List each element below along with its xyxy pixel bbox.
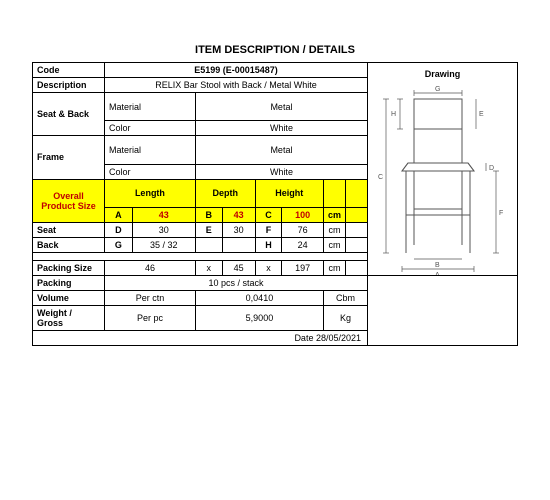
sb-mat-value: Metal — [195, 93, 367, 121]
unit-cm3: cm — [323, 238, 345, 253]
ps1: 46 — [105, 261, 196, 276]
dim-e-val: 30 — [222, 223, 255, 238]
dim-d: D — [105, 223, 133, 238]
perpc: Per pc — [105, 306, 196, 331]
spec-table: Code E5199 (E-00015487) Drawing — [32, 62, 518, 346]
dim-f-val: 76 — [282, 223, 324, 238]
fr-col-label: Color — [105, 164, 196, 179]
dim-h: H — [255, 238, 282, 253]
weight-value: 5,9000 — [195, 306, 323, 331]
ps2: 45 — [222, 261, 255, 276]
dim-b-val: 43 — [222, 208, 255, 223]
unit-blank — [323, 179, 345, 207]
x2: x — [255, 261, 282, 276]
volume-value: 0,0410 — [195, 291, 323, 306]
dim-g-val: 35 / 32 — [132, 238, 195, 253]
page-title: ITEM DESCRIPTION / DETAILS — [32, 44, 518, 56]
dim-b: B — [195, 208, 222, 223]
unit-cm: cm — [323, 208, 345, 223]
code-label: Code — [33, 63, 105, 78]
dim-e: E — [195, 223, 222, 238]
unit-cbm: Cbm — [323, 291, 367, 306]
dim-a-val: 43 — [132, 208, 195, 223]
svg-text:G: G — [435, 86, 440, 93]
svg-text:C: C — [378, 174, 383, 181]
sb-mat-label: Material — [105, 93, 196, 121]
sb-col-value: White — [195, 121, 367, 136]
seat-label: Seat — [33, 223, 105, 238]
svg-text:A: A — [435, 272, 440, 275]
fr-mat-value: Metal — [195, 136, 367, 164]
blank-row — [33, 253, 368, 261]
packing-label: Packing — [33, 276, 105, 291]
drawing-cell: Drawing — [368, 63, 518, 276]
packsize-label: Packing Size — [33, 261, 105, 276]
desc-value: RELIX Bar Stool with Back / Metal White — [105, 78, 368, 93]
dim-c-val: 100 — [282, 208, 324, 223]
volume-label: Volume — [33, 291, 105, 306]
unit-cm2: cm — [323, 223, 345, 238]
dim-d-val: 30 — [132, 223, 195, 238]
dim-a: A — [105, 208, 133, 223]
fr-col-value: White — [195, 164, 367, 179]
weight-label: Weight / Gross — [33, 306, 105, 331]
dim-f: F — [255, 223, 282, 238]
hei-header: Height — [255, 179, 323, 207]
dim-c: C — [255, 208, 282, 223]
back-label: Back — [33, 238, 105, 253]
perctn: Per ctn — [105, 291, 196, 306]
unit-blank2 — [346, 179, 368, 207]
svg-text:H: H — [391, 111, 396, 118]
unit-kg: Kg — [323, 306, 367, 331]
date-value: Date 28/05/2021 — [33, 331, 368, 346]
unit-cm4: cm — [323, 261, 345, 276]
len-header: Length — [105, 179, 196, 207]
ops-label: Overall Product Size — [33, 179, 105, 222]
svg-text:F: F — [499, 210, 503, 217]
svg-text:E: E — [479, 111, 484, 118]
svg-text:B: B — [435, 262, 440, 269]
stool-drawing: G H C E D — [378, 85, 508, 275]
desc-label: Description — [33, 78, 105, 93]
packing-value: 10 pcs / stack — [105, 276, 368, 291]
frame-label: Frame — [33, 136, 105, 179]
fr-mat-label: Material — [105, 136, 196, 164]
seatback-label: Seat & Back — [33, 93, 105, 136]
x1: x — [195, 261, 222, 276]
code-value: E5199 (E-00015487) — [105, 63, 368, 78]
dim-h-val: 24 — [282, 238, 324, 253]
dim-g: G — [105, 238, 133, 253]
ps3: 197 — [282, 261, 324, 276]
drawing-label: Drawing — [368, 63, 517, 79]
sb-col-label: Color — [105, 121, 196, 136]
dep-header: Depth — [195, 179, 255, 207]
